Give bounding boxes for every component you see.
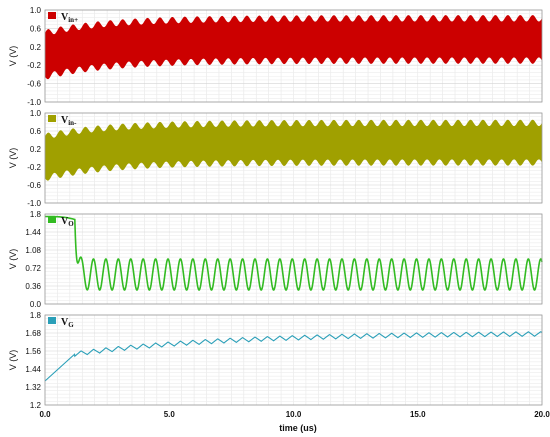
panel-0-ytick-label: -1.0: [27, 98, 41, 107]
panel-2-ytick-label: 0.36: [25, 282, 41, 291]
panel-2-legend-swatch: [48, 216, 56, 223]
panel-1-ytick-label: 1.0: [30, 109, 42, 118]
panel-0-legend-label: Vin+: [61, 12, 78, 24]
panel-1-ytick-label: 0.2: [30, 145, 42, 154]
panel-3-y-axis-label: V (V): [8, 350, 18, 371]
panel-0-ytick-label: 0.6: [30, 24, 42, 33]
panel-2-frame: [44, 213, 543, 305]
x-tick-label: 0.0: [39, 410, 51, 419]
panel-3-ytick-label: 1.2: [30, 401, 42, 410]
panel-0-ytick-label: -0.2: [27, 61, 41, 70]
panel-1-ytick-label: -0.6: [27, 181, 41, 190]
panel-2-y-axis-label: V (V): [8, 249, 18, 270]
panel-0-ytick-label: 1.0: [30, 6, 42, 15]
panel-0-y-axis-label: V (V): [8, 46, 18, 67]
panel-2-ytick-label: 1.44: [25, 228, 41, 237]
panel-3-frame: [44, 314, 543, 406]
panel-2-series-line: [45, 215, 543, 291]
panel-2-ytick-label: 0.72: [25, 264, 41, 273]
panel-0-ytick-label: 0.2: [30, 43, 42, 52]
panel-2-ytick-label: 0.0: [30, 300, 42, 309]
panel-0-series-band: [45, 15, 542, 80]
panel-1-legend-label: Vin-: [61, 115, 77, 127]
panel-2-ytick-label: 1.08: [25, 246, 41, 255]
panel-1-ytick-label: 0.6: [30, 127, 42, 136]
panel-1-series-band: [45, 119, 542, 181]
panel-0-ytick-label: -0.6: [27, 80, 41, 89]
panel-3-ytick-label: 1.32: [25, 383, 41, 392]
panel-0-frame: [44, 9, 543, 103]
panel-3-legend-swatch: [48, 317, 56, 324]
series-layer: [44, 15, 543, 382]
grid-layer: [44, 9, 543, 406]
panel-3-ytick-label: 1.8: [30, 311, 42, 320]
x-tick-label: 15.0: [410, 410, 426, 419]
x-tick-label: 10.0: [286, 410, 302, 419]
panel-1-ytick-label: -1.0: [27, 199, 41, 208]
panel-2-legend-label: VO: [61, 216, 74, 228]
panel-3-ytick-label: 1.44: [25, 365, 41, 374]
axis-layer: 1.0 0.6 0.2 -0.2 -0.6 -1.0 V (V) Vin+ 1.0 0.6 0.2 -…: [8, 6, 550, 419]
panel-3-ytick-label: 1.68: [25, 329, 41, 338]
panel-3-series-line: [44, 331, 543, 382]
panel-1-frame: [44, 112, 543, 204]
panel-3-legend-label: VG: [61, 317, 74, 329]
panel-1-y-axis-label: V (V): [8, 148, 18, 169]
panel-1-ytick-label: -0.2: [27, 163, 41, 172]
panel-0-legend-swatch: [48, 12, 56, 19]
panel-3-ytick-label: 1.56: [25, 347, 41, 356]
x-axis-label: time (us): [279, 423, 317, 433]
x-tick-label: 5.0: [164, 410, 176, 419]
x-tick-label: 20.0: [534, 410, 550, 419]
panel-1-legend-swatch: [48, 115, 56, 122]
panel-2-ytick-label: 1.8: [30, 210, 42, 219]
